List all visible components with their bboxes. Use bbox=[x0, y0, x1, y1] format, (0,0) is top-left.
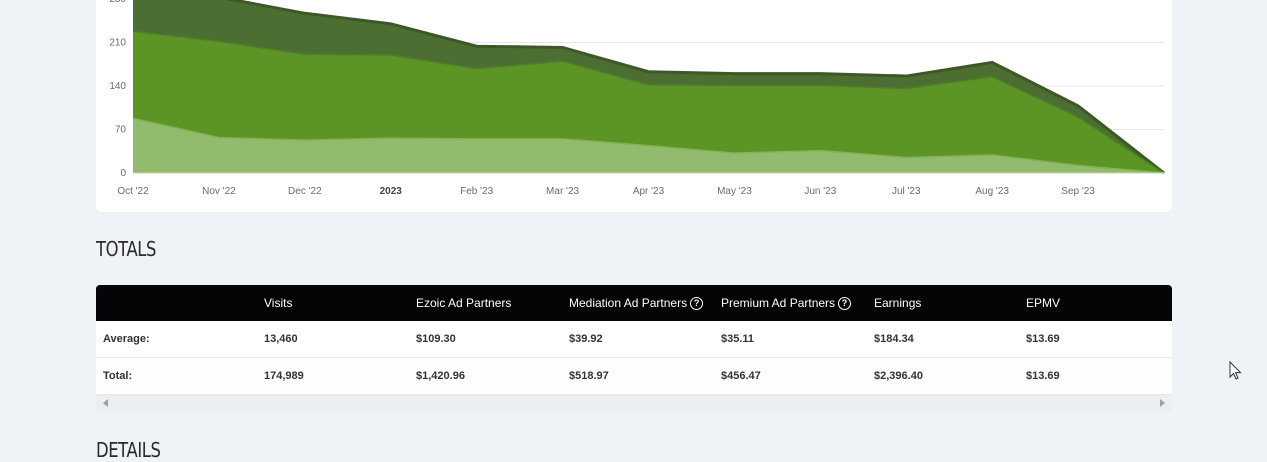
column-header-label: Premium Ad Partners bbox=[721, 296, 836, 310]
table-cell: 13,460 bbox=[264, 333, 298, 345]
row-label: Total: bbox=[103, 370, 133, 382]
table-cell: $39.92 bbox=[569, 333, 603, 345]
y-tick-label: 70 bbox=[115, 125, 127, 136]
x-tick-label: Sep '23 bbox=[1061, 186, 1095, 197]
column-header[interactable]: Premium Ad Partners? bbox=[721, 285, 852, 321]
scroll-left-icon[interactable] bbox=[103, 399, 108, 407]
x-tick-label: Apr '23 bbox=[633, 186, 665, 197]
x-tick-label: Feb '23 bbox=[460, 186, 493, 197]
column-header-label: Mediation Ad Partners bbox=[569, 296, 688, 310]
column-header[interactable]: Ezoic Ad Partners bbox=[416, 285, 511, 321]
column-header-label: Earnings bbox=[874, 296, 922, 310]
table-cell: $13.69 bbox=[1026, 333, 1060, 345]
help-icon[interactable]: ? bbox=[838, 297, 852, 311]
y-tick-label: 140 bbox=[109, 81, 126, 92]
column-header[interactable]: Visits bbox=[264, 285, 292, 321]
table-cell: $1,420.96 bbox=[416, 370, 465, 382]
area-series-3[interactable] bbox=[133, 118, 1164, 173]
totals-table-header: Visits Ezoic Ad Partners Mediation Ad Part… bbox=[96, 285, 1172, 321]
table-cell: 174,989 bbox=[264, 370, 304, 382]
x-tick-label: Mar '23 bbox=[546, 186, 579, 197]
mouse-cursor-icon bbox=[1229, 361, 1242, 380]
totals-table-body: Average: 13,460 $109.30 $39.92 $35.11 $184.34… bbox=[96, 321, 1172, 395]
horizontal-scrollbar[interactable] bbox=[96, 395, 1172, 411]
area-series-line-3 bbox=[132, 117, 1165, 174]
y-tick-label: 280 bbox=[109, 0, 126, 5]
x-tick-label: May '23 bbox=[717, 186, 752, 197]
y-tick-label: 210 bbox=[109, 38, 126, 49]
table-cell: $35.11 bbox=[721, 333, 755, 345]
table-row: Total: 174,989 $1,420.96 $518.97 $456.47 $2,3… bbox=[96, 358, 1172, 395]
earnings-area-chart: 0 70 140 210 280 Oct '22 Nov '22 Dec '22 2023 Feb… bbox=[109, 0, 1165, 197]
table-cell: $2,396.40 bbox=[874, 370, 923, 382]
totals-section-title: TOTALS bbox=[96, 237, 156, 261]
row-label: Average: bbox=[103, 333, 150, 345]
table-cell: $13.69 bbox=[1026, 370, 1060, 382]
totals-table: Visits Ezoic Ad Partners Mediation Ad Part… bbox=[96, 285, 1172, 411]
earnings-chart-card: 0 70 140 210 280 Oct '22 Nov '22 Dec '22 2023 Feb… bbox=[96, 0, 1172, 212]
details-section-title: DETAILS bbox=[96, 438, 161, 462]
x-tick-label: Nov '22 bbox=[202, 186, 236, 197]
x-tick-label: Jul '23 bbox=[892, 186, 921, 197]
column-header[interactable]: EPMV bbox=[1026, 285, 1060, 321]
table-cell: $518.97 bbox=[569, 370, 609, 382]
column-header-label: Visits bbox=[264, 296, 293, 310]
table-row: Average: 13,460 $109.30 $39.92 $35.11 $184.34… bbox=[96, 321, 1172, 358]
x-tick-label: 2023 bbox=[380, 186, 403, 197]
scroll-right-icon[interactable] bbox=[1160, 399, 1165, 407]
column-header[interactable]: Mediation Ad Partners? bbox=[569, 285, 704, 321]
column-header-label: Ezoic Ad Partners bbox=[416, 296, 512, 310]
table-cell: $109.30 bbox=[416, 333, 456, 345]
column-header[interactable]: Earnings bbox=[874, 285, 921, 321]
x-tick-label: Jun '23 bbox=[804, 186, 836, 197]
table-cell: $184.34 bbox=[874, 333, 914, 345]
table-cell: $456.47 bbox=[721, 370, 761, 382]
y-tick-label: 0 bbox=[120, 168, 126, 179]
area-series-line-1 bbox=[226, 0, 1165, 175]
area-series-line-2 bbox=[132, 30, 1165, 174]
x-tick-label: Dec '22 bbox=[288, 186, 322, 197]
column-header-label: EPMV bbox=[1026, 296, 1061, 310]
x-tick-label: Oct '22 bbox=[117, 186, 149, 197]
help-icon[interactable]: ? bbox=[690, 297, 704, 311]
x-tick-label: Aug '23 bbox=[975, 186, 1009, 197]
